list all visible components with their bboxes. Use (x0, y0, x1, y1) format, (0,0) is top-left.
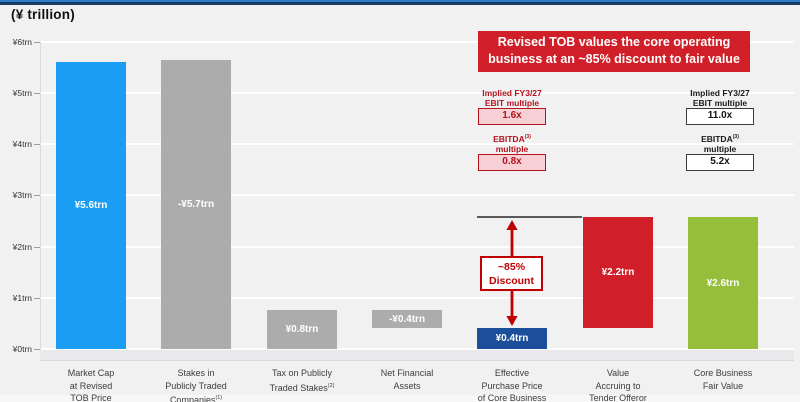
gridline-¥5trn (41, 92, 794, 94)
revised-ebit-multiple-value: 1.6x (478, 108, 546, 125)
category-label-market-cap-at-revised-tob-price: Market Cap at Revised TOB Price (67, 368, 115, 402)
x-axis-strip (40, 350, 794, 361)
gridline-¥4trn (41, 143, 794, 145)
y-tick-label-¥1trn: ¥1trn (12, 293, 32, 303)
y-tick-label-¥4trn: ¥4trn (12, 139, 32, 149)
bar-effective-purchase-price-of-core-business: ¥0.4trn (477, 328, 547, 349)
y-tick-label-¥6trn: ¥6trn (12, 37, 32, 47)
gridline-¥2trn (41, 246, 794, 248)
bar-value-net-financial-assets: -¥0.4trn (388, 313, 426, 325)
y-tick-label-¥5trn: ¥5trn (12, 88, 32, 98)
fair-value-ebit-multiple-label-line-1: Implied FY3/27 (690, 88, 750, 98)
chart-unit-label: (¥ trillion) (11, 7, 75, 22)
category-label-tax-on-publicly-traded-stakes: Tax on Publicly Traded Stakes(2) (269, 368, 335, 393)
discount-callout: ~85% Discount (480, 256, 543, 291)
bar-stakes-in-publicly-traded-companies: -¥5.7trn (161, 60, 231, 349)
bar-tax-on-publicly-traded-stakes: ¥0.8trn (267, 310, 337, 349)
category-label-stakes-in-publicly-traded-companies: Stakes in Publicly Traded Companies(1) (165, 368, 227, 402)
fair-value-ebitda-multiple-label: EBITDA(3) multiple (660, 132, 780, 154)
fair-value-ebitda-multiple-label-line-2: multiple (703, 143, 737, 154)
y-tick-¥3trn (34, 195, 40, 196)
revised-ebit-multiple-label: Implied FY3/27 EBIT multiple (452, 88, 572, 108)
revised-ebitda-multiple-label-line-2: multiple (495, 143, 529, 154)
slide-bottom-strip (0, 395, 800, 402)
revised-ebit-multiple-label-line-1: Implied FY3/27 (482, 88, 542, 98)
fair-value-ebit-multiple-label: Implied FY3/27 EBIT multiple (660, 88, 780, 108)
bar-market-cap-at-revised-tob-price: ¥5.6trn (56, 62, 126, 349)
bar-value-accruing-to-tender-offeror: ¥2.2trn (583, 217, 653, 328)
revised-ebitda-multiple-value: 0.8x (478, 154, 546, 171)
fair-value-reference-line (477, 216, 582, 218)
headline-banner: Revised TOB values the core operating bu… (478, 31, 750, 72)
bar-value-core-business-fair-value: ¥2.6trn (706, 277, 740, 289)
bar-value-effective-purchase-price-of-core-business: ¥0.4trn (495, 333, 529, 344)
y-tick-¥4trn (34, 144, 40, 145)
bar-core-business-fair-value: ¥2.6trn (688, 217, 758, 349)
revised-ebit-multiple-label-line-2: EBIT multiple (484, 98, 540, 108)
gridline-¥6trn (41, 41, 794, 43)
bar-value-value-accruing-to-tender-offeror: ¥2.2trn (601, 267, 635, 278)
bar-net-financial-assets: -¥0.4trn (372, 310, 442, 328)
bar-value-stakes-in-publicly-traded-companies: -¥5.7trn (177, 199, 215, 210)
headline-banner-line-2: business at an ~85% discount to fair val… (488, 52, 740, 66)
revised-ebitda-multiple-label: EBITDA(3) multiple (452, 132, 572, 154)
gridline-¥1trn (41, 297, 794, 299)
y-tick-¥0trn (34, 349, 40, 350)
y-tick-label-¥2trn: ¥2trn (12, 242, 32, 252)
window-top-bar (0, 0, 800, 5)
category-label-value-accruing-to-tender-offeror: Value Accruing to Tender Offeror (589, 368, 647, 402)
headline-banner-line-1: Revised TOB values the core operating (497, 35, 731, 49)
category-label-effective-purchase-price-of-core-business: Effective Purchase Price of Core Business (477, 368, 547, 402)
y-tick-label-¥0trn: ¥0trn (12, 344, 32, 354)
category-label-net-financial-assets: Net Financial Assets (380, 368, 434, 391)
revised-ebitda-multiple-label-line-1: EBITDA(3) (493, 133, 531, 144)
gridline-¥0trn (41, 348, 794, 350)
y-tick-¥5trn (34, 93, 40, 94)
fair-value-ebit-multiple-value: 11.0x (686, 108, 754, 125)
fair-value-ebitda-multiple-value: 5.2x (686, 154, 754, 171)
fair-value-ebitda-multiple-label-line-1: EBITDA(3) (701, 133, 739, 144)
y-tick-¥1trn (34, 298, 40, 299)
bar-value-tax-on-publicly-traded-stakes: ¥0.8trn (285, 324, 319, 335)
fair-value-ebit-multiple-label-line-2: EBIT multiple (692, 98, 748, 108)
bar-value-market-cap-at-revised-tob-price: ¥5.6trn (74, 200, 108, 211)
y-tick-¥6trn (34, 42, 40, 43)
y-tick-¥2trn (34, 247, 40, 248)
gridline-¥3trn (41, 194, 794, 196)
y-axis-line (40, 42, 41, 350)
category-label-core-business-fair-value: Core Business Fair Value (693, 368, 753, 391)
y-tick-label-¥3trn: ¥3trn (12, 190, 32, 200)
